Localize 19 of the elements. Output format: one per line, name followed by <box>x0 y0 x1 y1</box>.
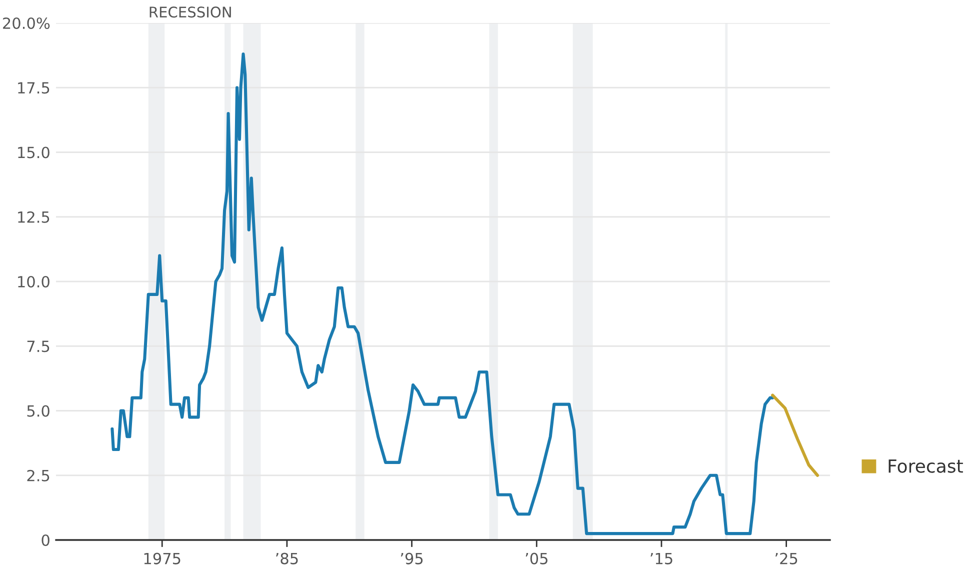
x-tick-label: ’05 <box>526 552 548 564</box>
x-tick-label: ’95 <box>400 552 423 564</box>
band-label: RECESSION <box>150 6 231 18</box>
line-series <box>771 394 820 477</box>
y-tick-label: 7.5 <box>27 340 50 352</box>
y-tick-label: 12.5 <box>18 211 50 223</box>
y-tick-label: 20.0% <box>3 17 50 30</box>
line-series <box>110 52 774 536</box>
x-tick-label: ’15 <box>650 552 672 564</box>
x-tick-label: ’25 <box>775 552 798 564</box>
y-tick-label: 10.0 <box>18 276 50 288</box>
y-tick-label: 0 <box>42 534 50 546</box>
x-tick-label: ’85 <box>276 552 298 564</box>
y-tick-label: 5.0 <box>27 405 50 417</box>
y-tick-label: 17.5 <box>18 82 50 94</box>
x-tick-label: 1975 <box>144 552 180 564</box>
legend-label: Forecast <box>888 459 963 473</box>
y-tick-label: 15.0 <box>18 146 50 158</box>
y-tick-label: 2.5 <box>27 470 50 482</box>
